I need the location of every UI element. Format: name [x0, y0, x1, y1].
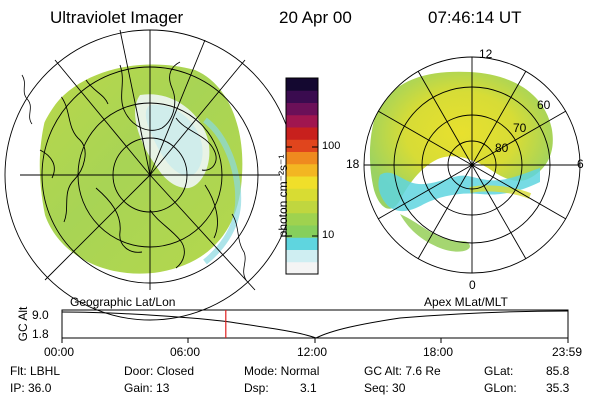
mlt-label-12: 12 — [479, 47, 493, 61]
time-label: 07:46:14 UT — [428, 8, 522, 27]
info-gcalt: GC Alt: 7.6 Re — [364, 364, 441, 378]
info-glat-value: 85.8 — [546, 364, 570, 378]
colorbar-segment — [286, 90, 318, 103]
colorbar-segment — [286, 78, 318, 91]
geo-grid — [4, 29, 296, 321]
altitude-ymax: 9.0 — [32, 308, 49, 322]
colorbar-segment — [286, 102, 318, 116]
mlat-label-60: 60 — [537, 98, 551, 112]
info-flt: Flt: LBHL — [10, 364, 61, 378]
info-glon-label: GLon: — [484, 381, 517, 395]
altitude-xtick-1: 06:00 — [170, 345, 201, 359]
info-mode: Mode: Normal — [244, 364, 320, 378]
altitude-xtick-2: 12:00 — [297, 345, 328, 359]
mlt-label-6: 6 — [577, 157, 584, 171]
colorbar-segment — [286, 151, 318, 165]
info-glon-value: 35.3 — [546, 381, 570, 395]
colorbar-segment — [286, 188, 318, 201]
colorbar-segment — [286, 163, 318, 177]
altitude-xtick-4: 23:59 — [552, 345, 583, 359]
colorbar-segment — [286, 249, 318, 263]
altitude-xtick-0: 00:00 — [44, 345, 75, 359]
mlt-label-0: 0 — [469, 278, 476, 292]
altitude-plot — [61, 309, 569, 343]
altitude-curve — [61, 310, 569, 339]
colorbar-segment — [286, 114, 318, 128]
colorbar-label: photon cm⁻²s⁻¹ — [276, 154, 290, 238]
info-door: Door: Closed — [124, 364, 195, 378]
geographic-map — [4, 29, 296, 321]
info-dsp-value: 3.1 — [300, 381, 317, 395]
colorbar-segment — [286, 200, 318, 214]
info-ip: IP: 36.0 — [10, 381, 52, 395]
altitude-ymin: 1.8 — [32, 327, 49, 341]
colorbar-segment — [286, 127, 318, 140]
info-gain: Gain: 13 — [124, 381, 170, 395]
oval-dayside — [369, 71, 553, 209]
magnetic-map — [363, 56, 581, 274]
instrument-title: Ultraviolet Imager — [50, 8, 184, 27]
mlt-label-18: 18 — [346, 157, 360, 171]
mlat-label-80: 80 — [495, 141, 509, 155]
colorbar-segment — [286, 237, 318, 250]
mlat-grid — [363, 56, 581, 274]
colorbar-segment — [286, 225, 318, 238]
colorbar-tick-100: 100 — [322, 140, 341, 152]
colorbar-segment — [286, 212, 318, 226]
altitude-ylabel: GC Alt — [16, 306, 30, 342]
info-seq: Seq: 30 — [364, 381, 406, 395]
date-label: 20 Apr 00 — [279, 8, 352, 27]
info-dsp-label: Dsp: — [244, 381, 269, 395]
altitude-xtick-3: 18:00 — [423, 345, 454, 359]
colorbar-segment — [286, 139, 318, 152]
mlat-label-70: 70 — [513, 121, 527, 135]
colorbar — [285, 77, 319, 275]
colorbar-segment — [286, 176, 318, 189]
right-panel-label: Apex MLat/MLT — [424, 295, 508, 309]
colorbar-segment — [286, 261, 318, 275]
oval-nightside — [378, 168, 540, 212]
colorbar-tick-10: 10 — [322, 229, 335, 241]
info-glat-label: GLat: — [484, 364, 514, 378]
left-panel-label: Geographic Lat/Lon — [70, 295, 176, 309]
